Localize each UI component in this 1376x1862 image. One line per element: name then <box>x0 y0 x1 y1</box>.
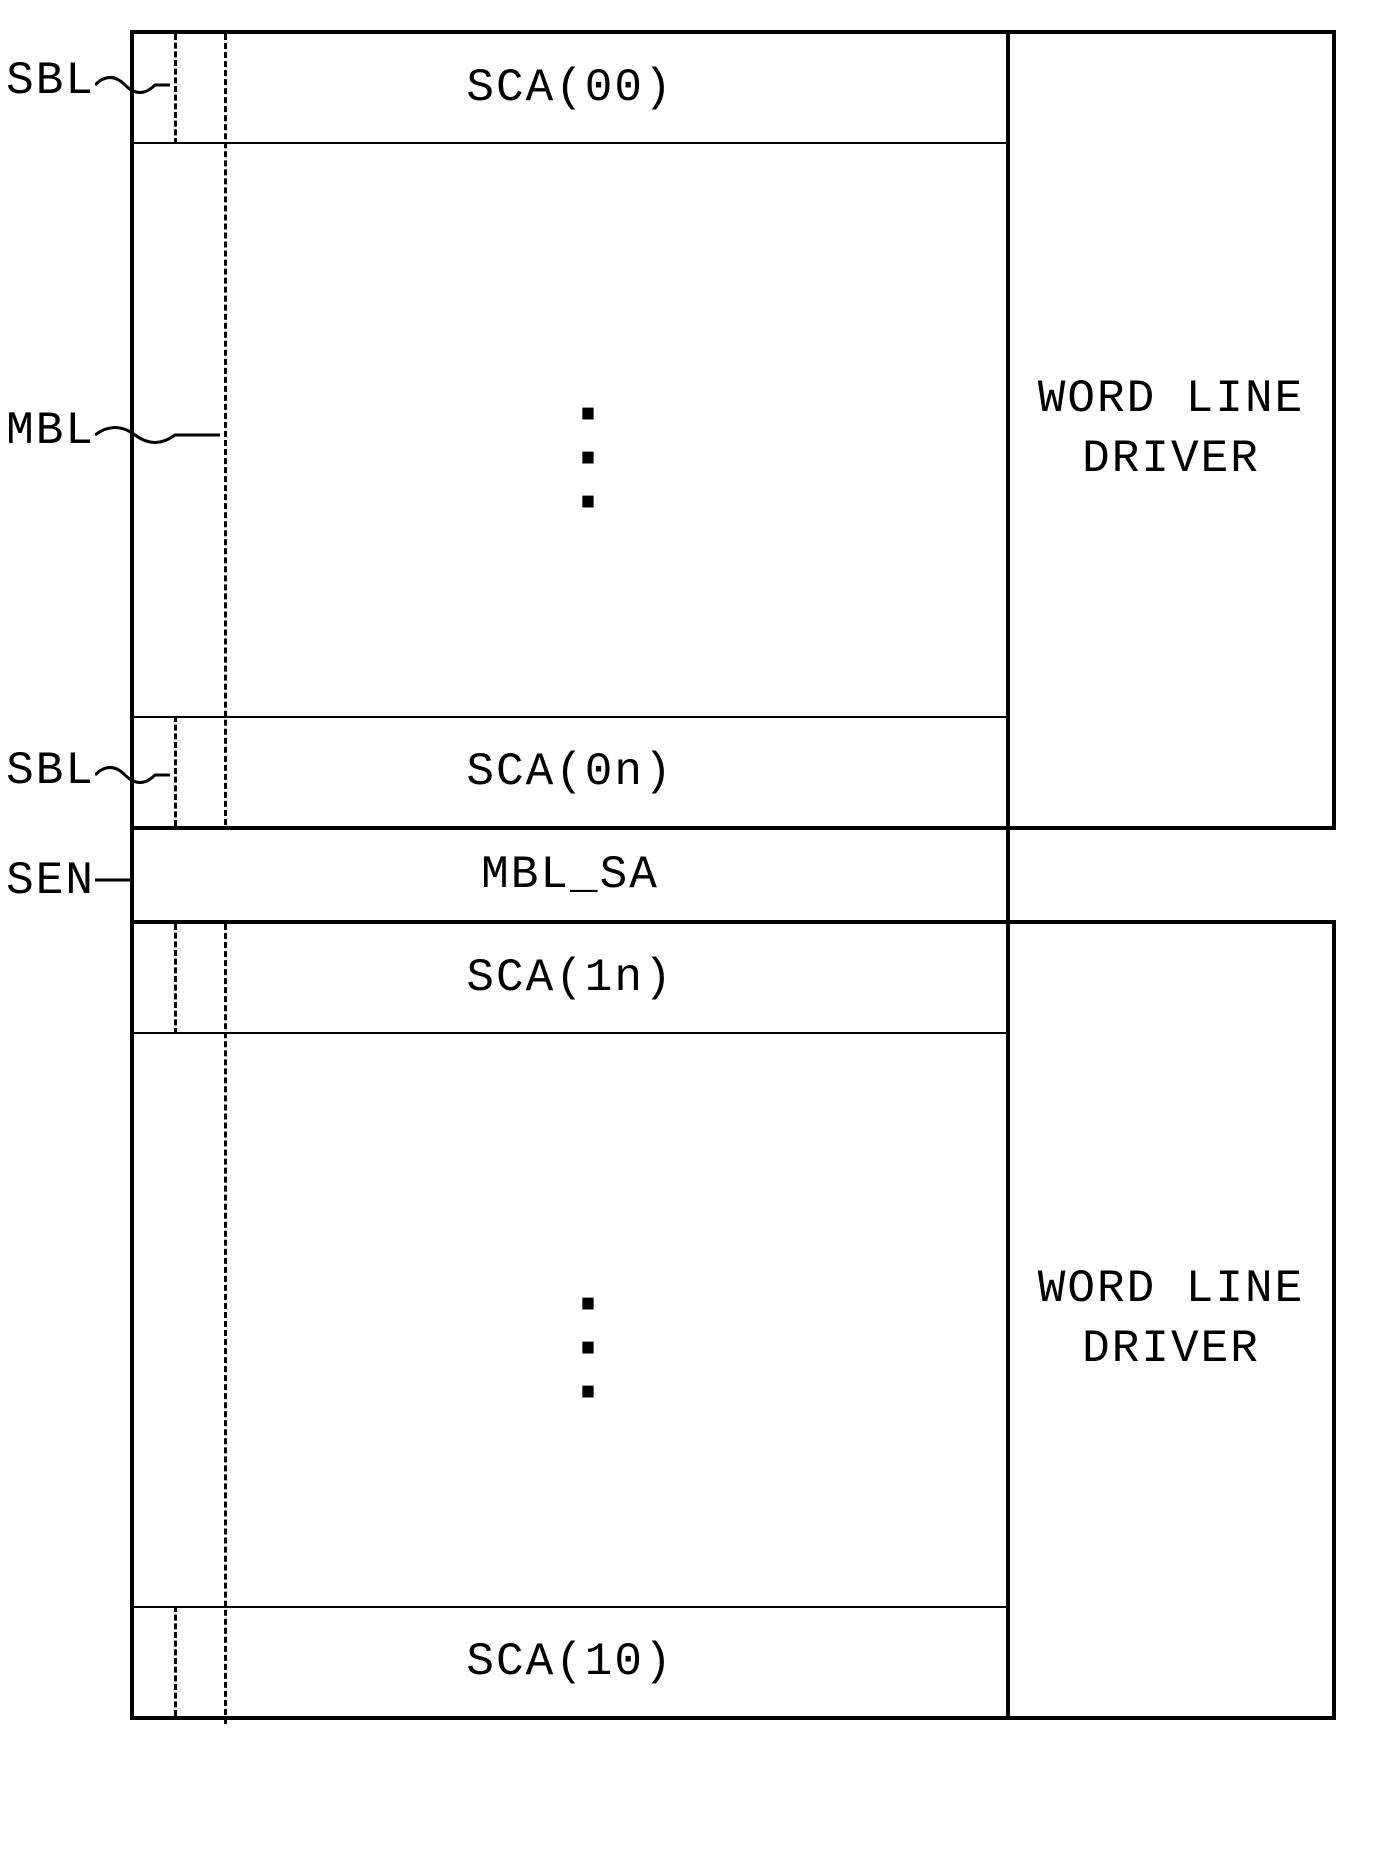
mbl-text: MBL <box>6 405 95 457</box>
sen-label: SEN <box>0 855 95 907</box>
sca-row-1n: SCA(1n) <box>134 924 1006 1034</box>
driver-bottom-label: WORD LINE DRIVER <box>1038 1260 1304 1380</box>
sbl-mid-lead <box>95 760 170 790</box>
memory-block-diagram: SCA(00) SCA(0n) ··· WORD LINE DRIVER MBL… <box>130 30 1340 1830</box>
sbl-top-text: SBL <box>6 55 95 107</box>
ellipsis-dots-bottom: ··· <box>564 1284 612 1416</box>
sbl-top-lead <box>95 70 170 100</box>
sbl-label-mid: SBL <box>0 745 95 797</box>
sen-text: SEN <box>6 855 95 907</box>
sbl-mid-text: SBL <box>6 745 95 797</box>
top-array-block: SCA(00) SCA(0n) ··· <box>130 30 1010 830</box>
sbl-dashed-top-first <box>174 34 177 144</box>
sca-10-label: SCA(10) <box>466 1636 673 1688</box>
word-line-driver-top: WORD LINE DRIVER <box>1006 30 1336 830</box>
sen-lead <box>95 870 130 900</box>
mbl-label: MBL <box>0 405 95 457</box>
sense-amp-row: MBL_SA <box>130 826 1010 924</box>
bottom-array-block: SCA(1n) SCA(10) ··· <box>130 920 1010 1720</box>
sbl-dashed-bottom-first <box>174 924 177 1034</box>
sca-row-0n: SCA(0n) <box>134 716 1006 826</box>
sbl-label-top: SBL <box>0 55 95 107</box>
sbl-dashed-bottom-last <box>174 1606 177 1716</box>
word-line-driver-bottom: WORD LINE DRIVER <box>1006 920 1336 1720</box>
sca-0n-label: SCA(0n) <box>466 746 673 798</box>
mbl-dashed-top <box>224 34 227 834</box>
sca-1n-label: SCA(1n) <box>466 952 673 1004</box>
mbl-dashed-bottom <box>224 924 227 1724</box>
sca-00-label: SCA(00) <box>466 62 673 114</box>
sca-row-00: SCA(00) <box>134 34 1006 144</box>
driver-top-label: WORD LINE DRIVER <box>1038 370 1304 490</box>
sense-amp-label: MBL_SA <box>481 849 659 901</box>
sca-row-10: SCA(10) <box>134 1606 1006 1716</box>
mbl-lead <box>95 420 220 450</box>
ellipsis-dots-top: ··· <box>564 394 612 526</box>
sbl-dashed-top-last <box>174 716 177 826</box>
